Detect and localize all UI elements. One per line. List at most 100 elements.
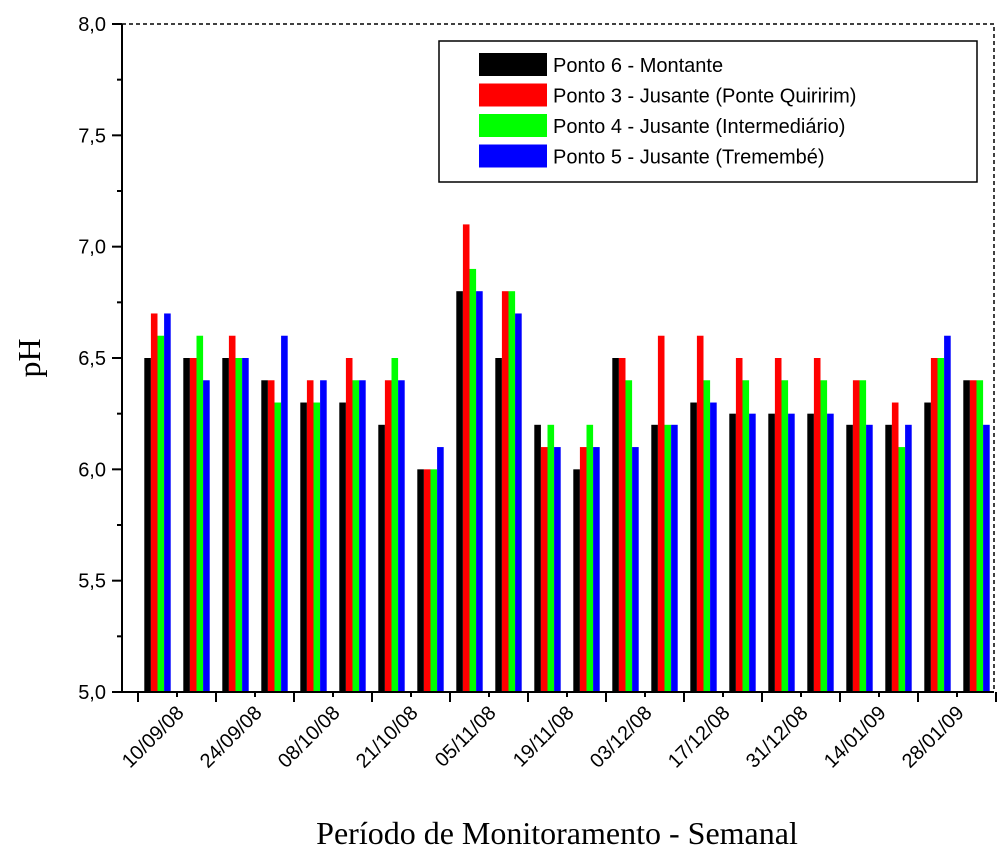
bar-s2-g2 (189, 358, 197, 692)
bar-s4-g4 (281, 335, 288, 692)
y-tick-label: 7,5 (78, 125, 106, 147)
bar-s2-g10 (501, 291, 509, 692)
bars-layer (144, 224, 990, 692)
bar-s1-g22 (963, 380, 970, 692)
bar-s1-g6 (339, 402, 346, 692)
y-tick-label: 6,5 (78, 348, 106, 370)
bar-s2-g16 (735, 358, 743, 692)
bar-s4-g11 (554, 447, 561, 692)
bar-s3-g9 (469, 268, 477, 692)
bar-s3-g20 (898, 447, 906, 692)
bar-s2-g4 (267, 380, 275, 692)
legend-swatch-3 (479, 114, 547, 137)
bar-s1-g18 (807, 413, 814, 692)
legend-label-3: Ponto 4 - Jusante (Intermediário) (553, 116, 845, 138)
y-axis-ticks: 5,0 5,5 6,0 6,5 7,0 7,5 8,0 (78, 14, 122, 704)
bar-s2-g22 (969, 380, 977, 692)
y-tick-label: 5,0 (78, 682, 106, 704)
bar-s4-g3 (242, 358, 249, 692)
bar-s4-g12 (593, 447, 600, 692)
bar-s1-g2 (183, 358, 190, 692)
legend-swatch-1 (479, 53, 547, 76)
bar-s3-g18 (820, 380, 828, 692)
bar-s4-g6 (359, 380, 366, 692)
x-tick-label: 05/11/08 (431, 702, 501, 772)
bar-s3-g5 (313, 402, 321, 692)
bar-s3-g1 (157, 335, 165, 692)
y-tick-label: 5,5 (78, 571, 106, 593)
bar-s3-g17 (781, 380, 789, 692)
bar-s1-g7 (378, 424, 385, 692)
legend-label-1: Ponto 6 - Montante (553, 55, 723, 77)
bar-s1-g8 (417, 469, 424, 692)
bar-s3-g11 (547, 424, 555, 692)
x-tick-label: 03/12/08 (586, 702, 657, 773)
x-tick-label: 17/12/08 (664, 702, 735, 773)
bar-s4-g19 (866, 424, 873, 692)
bar-s4-g1 (164, 313, 171, 692)
x-tick-label: 08/10/08 (274, 702, 345, 773)
legend-label-4: Ponto 5 - Jusante (Tremembé) (553, 147, 825, 169)
bar-s2-g5 (306, 380, 314, 692)
bar-s1-g16 (729, 413, 736, 692)
bar-s1-g20 (885, 424, 892, 692)
bar-s4-g5 (320, 380, 327, 692)
bar-s1-g11 (534, 424, 541, 692)
legend: Ponto 6 - Montante Ponto 3 - Jusante (Pon… (438, 40, 978, 183)
bar-s4-g13 (632, 447, 639, 692)
bar-s3-g8 (430, 469, 438, 692)
bar-s2-g8 (423, 469, 431, 692)
x-tick-label: 10/09/08 (118, 702, 189, 773)
bar-s3-g7 (391, 358, 399, 692)
x-tick-label: 24/09/08 (196, 702, 267, 773)
bar-s2-g20 (891, 402, 899, 692)
bar-s2-g11 (540, 447, 548, 692)
bar-s1-g19 (846, 424, 853, 692)
bar-s4-g20 (905, 424, 912, 692)
bar-s4-g16 (749, 413, 756, 692)
y-tick-label: 6,0 (78, 459, 106, 481)
bar-s4-g7 (398, 380, 405, 692)
bar-s1-g13 (612, 358, 619, 692)
bar-s2-g14 (657, 335, 665, 692)
bar-s4-g22 (983, 424, 990, 692)
x-axis-ticks: 10/09/08 24/09/08 08/10/08 21/10/08 05/11/08… (118, 692, 997, 773)
bar-s4-g9 (476, 291, 483, 692)
bar-s4-g14 (671, 424, 678, 692)
x-tick-label: 21/10/08 (352, 702, 423, 773)
bar-s2-g15 (696, 335, 704, 692)
bar-s4-g10 (515, 313, 522, 692)
bar-s2-g1 (150, 313, 158, 692)
bar-s1-g17 (768, 413, 775, 692)
bar-s2-g21 (930, 358, 938, 692)
bar-s1-g14 (651, 424, 658, 692)
bar-s3-g4 (274, 402, 282, 692)
x-tick-label: 14/01/09 (820, 702, 891, 773)
bar-s4-g15 (710, 402, 717, 692)
bar-s1-g12 (573, 469, 580, 692)
bar-s4-g18 (827, 413, 834, 692)
bar-s2-g12 (579, 447, 587, 692)
legend-label-2: Ponto 3 - Jusante (Ponte Quiririm) (553, 86, 856, 108)
bar-s3-g6 (352, 380, 360, 692)
bar-s1-g21 (924, 402, 931, 692)
bar-s1-g4 (261, 380, 268, 692)
bar-s2-g6 (345, 358, 353, 692)
x-tick-label: 19/11/08 (509, 702, 579, 772)
bar-s4-g21 (944, 335, 951, 692)
legend-swatch-4 (479, 144, 547, 168)
y-tick-label: 8,0 (78, 14, 106, 36)
bar-s1-g1 (144, 358, 151, 692)
bar-s4-g8 (437, 447, 444, 692)
bar-s1-g9 (456, 291, 463, 692)
bar-s4-g2 (203, 380, 210, 692)
bar-s3-g15 (703, 380, 711, 692)
bar-s1-g3 (222, 358, 229, 692)
bar-s1-g5 (300, 402, 307, 692)
legend-items: Ponto 6 - Montante Ponto 3 - Jusante (Pon… (479, 53, 856, 169)
bar-s3-g14 (664, 424, 672, 692)
bar-s3-g2 (196, 335, 204, 692)
bar-s3-g12 (586, 424, 594, 692)
bar-s3-g21 (937, 358, 945, 692)
bar-s2-g17 (774, 358, 782, 692)
